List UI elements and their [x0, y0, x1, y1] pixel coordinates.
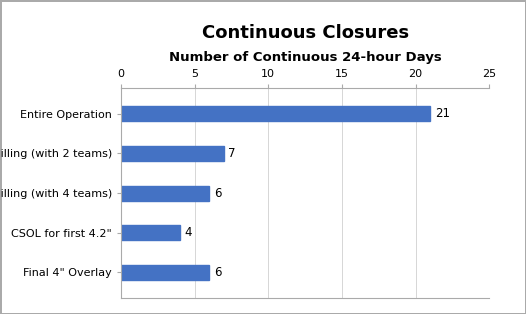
Text: 6: 6 — [214, 187, 221, 200]
Title: Continuous Closures: Continuous Closures — [201, 24, 409, 42]
Text: 6: 6 — [214, 266, 221, 279]
Bar — [121, 265, 209, 280]
Bar — [121, 146, 224, 161]
Bar — [121, 225, 180, 240]
X-axis label: Number of Continuous 24-hour Days: Number of Continuous 24-hour Days — [169, 51, 441, 63]
Bar — [121, 106, 430, 121]
Text: 21: 21 — [434, 107, 450, 120]
Bar — [121, 186, 209, 201]
Text: 4: 4 — [184, 226, 192, 239]
Text: 7: 7 — [228, 147, 236, 160]
